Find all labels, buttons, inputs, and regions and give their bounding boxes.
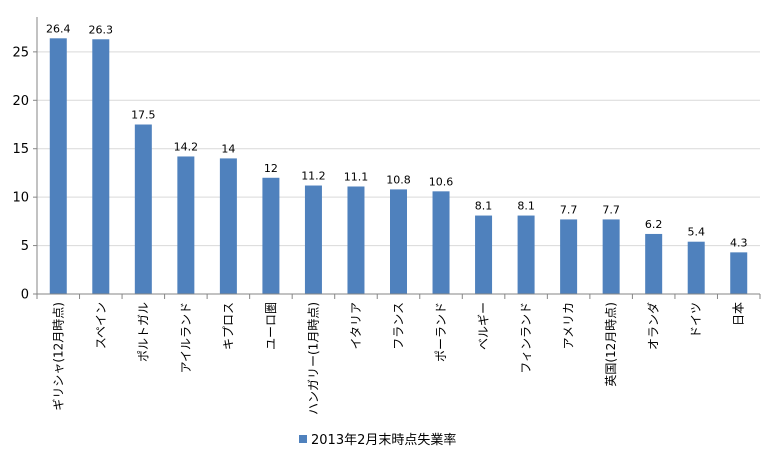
y-tick-label: 20 <box>12 94 29 109</box>
y-tick-label: 5 <box>21 239 29 254</box>
bar <box>432 191 450 294</box>
y-tick-label: 10 <box>12 191 29 206</box>
x-tick-label: アメリカ <box>562 302 576 349</box>
bar <box>602 219 620 294</box>
data-label: 17.5 <box>131 109 156 122</box>
data-label: 4.3 <box>730 236 748 249</box>
legend: 2013年2月末時点失業率 <box>299 432 456 448</box>
data-label: 8.1 <box>475 200 493 213</box>
x-tick-label: キプロス <box>221 302 235 350</box>
data-label: 14 <box>221 142 235 155</box>
x-tick-label: ポルトガル <box>136 302 150 362</box>
x-tick-label: 日本 <box>732 302 746 326</box>
bar <box>177 156 195 294</box>
bar <box>347 186 365 294</box>
data-label: 26.4 <box>46 22 71 35</box>
x-tick-label: ハンガリー(1月時点) <box>306 302 320 415</box>
data-label: 7.7 <box>560 203 578 216</box>
bar <box>49 38 67 294</box>
x-tick-label: ユーロ圏 <box>264 302 278 350</box>
data-label: 8.1 <box>517 200 535 213</box>
bar <box>687 241 705 294</box>
x-tick-label: ドイツ <box>689 302 703 338</box>
bar <box>219 158 237 294</box>
bar <box>560 219 578 294</box>
y-tick-label: 0 <box>21 288 29 303</box>
bar <box>262 177 280 294</box>
data-label: 14.2 <box>174 140 199 153</box>
x-tick-label: ギリシャ(12月時点) <box>51 302 65 411</box>
gridlines <box>37 51 760 247</box>
data-label: 26.3 <box>89 23 114 36</box>
data-label: 10.6 <box>429 175 454 188</box>
data-label: 11.1 <box>344 170 369 183</box>
x-tick-label: ベルギー <box>477 302 491 350</box>
data-label: 12 <box>264 162 278 175</box>
data-label: 11.2 <box>301 170 326 183</box>
bar <box>645 233 663 294</box>
bar <box>517 215 535 294</box>
x-tick-label: フランス <box>392 302 406 350</box>
x-tick-label: ポーランド <box>434 302 448 362</box>
bar <box>390 189 407 294</box>
x-tick-label: アイルランド <box>179 302 193 373</box>
data-label: 6.2 <box>645 218 663 231</box>
data-label: 5.4 <box>687 226 705 239</box>
x-tick-label: スペイン <box>94 302 108 349</box>
legend-label: 2013年2月末時点失業率 <box>311 432 456 448</box>
x-tick-label: フィンランド <box>519 302 533 374</box>
x-tick-label: 英国(12月時点) <box>604 302 618 387</box>
data-label: 10.8 <box>386 173 411 186</box>
data-label: 7.7 <box>602 203 620 216</box>
y-tick-label: 25 <box>12 45 29 60</box>
legend-swatch <box>299 435 307 443</box>
bars: 26.4 26.3 17.5 14.2 14 12 11.2 11.1 10.8 10.6 8.1 8… <box>46 22 748 295</box>
x-tick-label: イタリア <box>349 302 363 350</box>
bar <box>304 185 322 294</box>
y-tick-label: 15 <box>12 142 29 157</box>
bar <box>475 215 493 294</box>
bar <box>134 124 152 295</box>
axes: 0 5 10 15 20 25 ギリシャ(12月時点) スペイン ポルトガル アイルランド キプロス… <box>12 17 761 415</box>
x-tick-label: オランダ <box>646 302 661 350</box>
bar <box>730 252 748 294</box>
bar <box>92 39 110 295</box>
